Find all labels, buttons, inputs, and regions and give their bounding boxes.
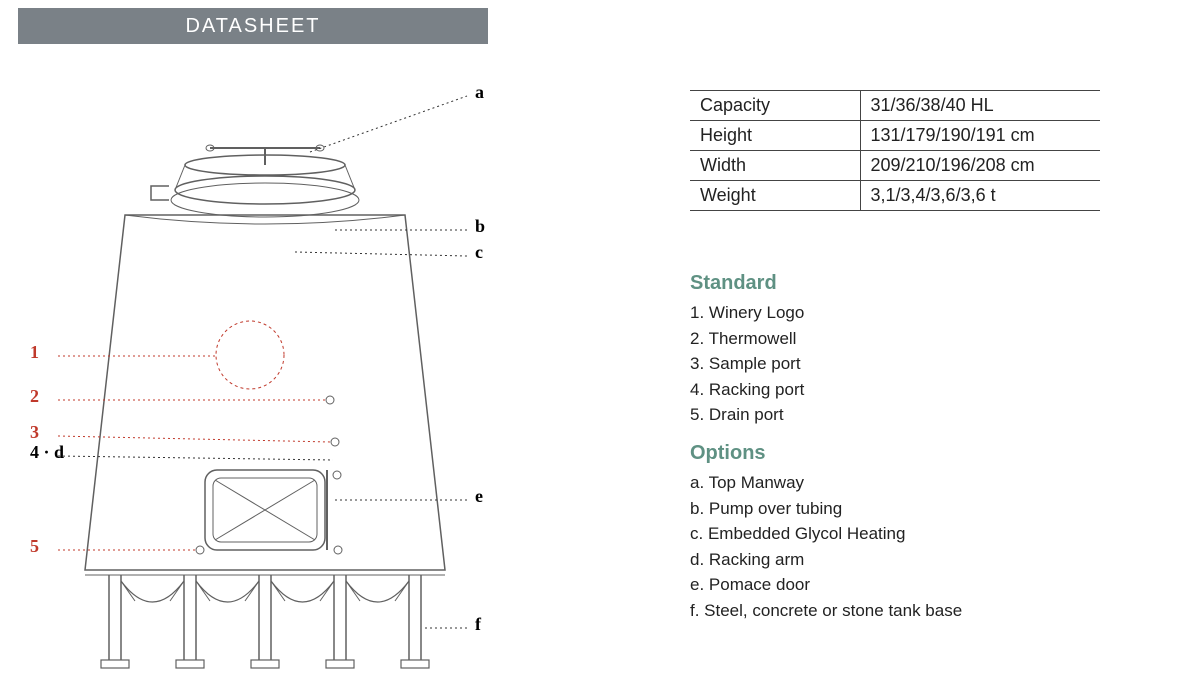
diagram-label-f: f bbox=[475, 614, 482, 634]
specs-table: Capacity31/36/38/40 HLHeight131/179/190/… bbox=[690, 90, 1100, 211]
diagram-label-3: 3 bbox=[30, 422, 39, 442]
diagram-label-5: 5 bbox=[30, 536, 39, 556]
options-heading: Options bbox=[690, 442, 766, 465]
standard-heading: Standard bbox=[690, 272, 777, 295]
tank-diagram: a bc e f 1 2 34 · d 5 bbox=[30, 60, 510, 680]
diagram-label-b: b bbox=[475, 216, 485, 236]
list-item: 4. Racking port bbox=[690, 377, 804, 403]
diagram-label-c: c bbox=[475, 242, 483, 262]
spec-value: 31/36/38/40 HL bbox=[860, 91, 1100, 121]
list-item: f. Steel, concrete or stone tank base bbox=[690, 598, 962, 624]
spec-value: 131/179/190/191 cm bbox=[860, 121, 1100, 151]
diagram-label-e: e bbox=[475, 486, 483, 506]
list-item: e. Pomace door bbox=[690, 572, 962, 598]
list-item: d. Racking arm bbox=[690, 547, 962, 573]
list-item: 5. Drain port bbox=[690, 402, 804, 428]
standard-list: 1. Winery Logo2. Thermowell3. Sample por… bbox=[690, 300, 804, 428]
table-row: Height131/179/190/191 cm bbox=[690, 121, 1100, 151]
diagram-label-2: 2 bbox=[30, 386, 39, 406]
list-item: b. Pump over tubing bbox=[690, 496, 962, 522]
spec-value: 3,1/3,4/3,6/3,6 t bbox=[860, 181, 1100, 211]
tank-svg: a bc e f 1 2 34 · d 5 bbox=[30, 60, 510, 680]
diagram-label-1: 1 bbox=[30, 342, 39, 362]
list-item: 2. Thermowell bbox=[690, 326, 804, 352]
table-row: Capacity31/36/38/40 HL bbox=[690, 91, 1100, 121]
banner-title: DATASHEET bbox=[185, 15, 320, 38]
list-item: 3. Sample port bbox=[690, 351, 804, 377]
table-row: Width209/210/196/208 cm bbox=[690, 151, 1100, 181]
datasheet-banner: DATASHEET bbox=[18, 8, 488, 44]
options-list: a. Top Manwayb. Pump over tubingc. Embed… bbox=[690, 470, 962, 623]
list-item: 1. Winery Logo bbox=[690, 300, 804, 326]
diagram-label-4d: 4 · d bbox=[30, 442, 64, 462]
diagram-label-a: a bbox=[475, 82, 484, 102]
table-row: Weight3,1/3,4/3,6/3,6 t bbox=[690, 181, 1100, 211]
spec-label: Weight bbox=[690, 181, 860, 211]
spec-label: Height bbox=[690, 121, 860, 151]
spec-label: Capacity bbox=[690, 91, 860, 121]
list-item: c. Embedded Glycol Heating bbox=[690, 521, 962, 547]
spec-value: 209/210/196/208 cm bbox=[860, 151, 1100, 181]
list-item: a. Top Manway bbox=[690, 470, 962, 496]
spec-label: Width bbox=[690, 151, 860, 181]
